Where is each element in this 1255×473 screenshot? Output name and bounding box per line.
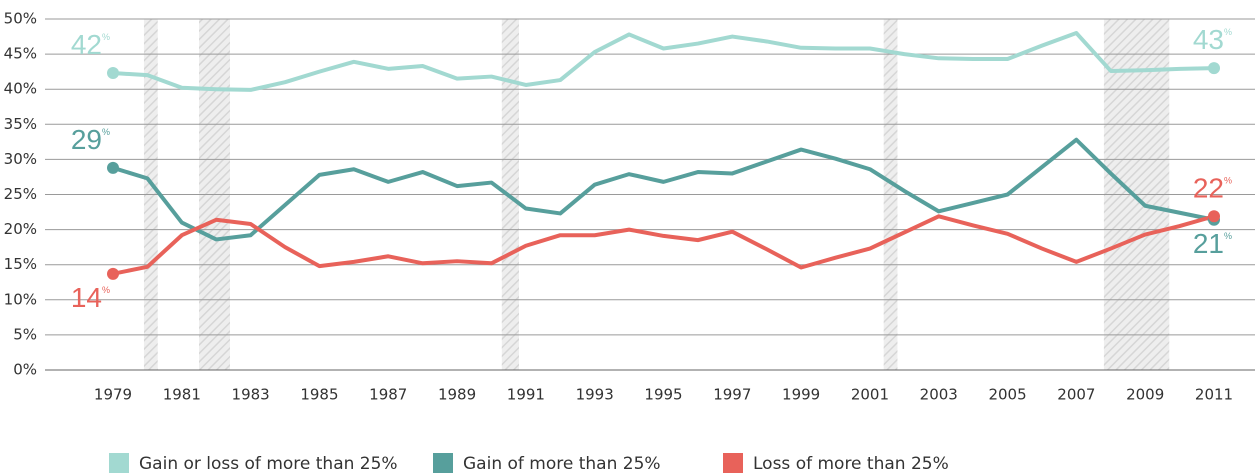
y-tick-label: 30% [4, 150, 37, 168]
y-tick-label: 10% [4, 290, 37, 308]
y-tick-label: 15% [4, 255, 37, 273]
y-tick-label: 20% [4, 220, 37, 238]
value-label-unit: % [102, 285, 110, 295]
x-tick-label: 1989 [438, 386, 476, 404]
value-label: 21% [1193, 228, 1232, 259]
y-tick-label: 40% [4, 80, 37, 98]
x-tick-label: 2007 [1057, 386, 1095, 404]
x-tick-label: 1979 [94, 386, 132, 404]
x-tick-label: 2001 [851, 386, 889, 404]
x-tick-label: 1987 [369, 386, 407, 404]
value-label-unit: % [1224, 231, 1232, 241]
y-tick-label: 25% [4, 185, 37, 203]
legend-swatch [433, 453, 453, 473]
end-point [107, 67, 119, 80]
series-line [112, 31, 1215, 92]
x-tick-label: 1999 [782, 386, 820, 404]
series-line [112, 137, 1215, 242]
value-label-number: 22 [1193, 173, 1224, 204]
end-point [1208, 210, 1220, 223]
y-tick-label: 35% [4, 115, 37, 133]
x-tick-label: 2009 [1126, 386, 1164, 404]
x-tick-label: 1985 [300, 386, 338, 404]
x-tick-label: 1981 [163, 386, 201, 404]
value-label-unit: % [1224, 176, 1232, 186]
x-tick-label: 2011 [1195, 386, 1233, 404]
x-tick-label: 1997 [713, 386, 751, 404]
x-tick-label: 1991 [507, 386, 545, 404]
y-tick-label: 50% [4, 10, 37, 28]
y-tick-label: 5% [13, 325, 37, 343]
x-tick-label: 1995 [644, 386, 682, 404]
series-line [112, 214, 1215, 276]
x-tick-label: 1983 [232, 386, 270, 404]
x-tick-label: 2003 [920, 386, 958, 404]
value-label: 43% [1193, 25, 1232, 56]
value-label-number: 14 [71, 282, 102, 313]
end-point [1208, 62, 1220, 75]
legend-label: Gain of more than 25% [463, 454, 661, 473]
value-label: 29% [71, 124, 110, 155]
legend-swatch [109, 453, 129, 473]
x-tick-label: 1993 [576, 386, 614, 404]
value-label-unit: % [102, 127, 110, 137]
value-label: 14% [71, 282, 110, 313]
value-label: 42% [71, 29, 110, 60]
end-point [107, 161, 119, 174]
x-tick-label: 2005 [988, 386, 1026, 404]
y-tick-label: 0% [13, 361, 37, 379]
value-label-number: 43 [1193, 25, 1224, 56]
value-label-number: 29 [71, 124, 102, 155]
value-label-unit: % [102, 32, 110, 42]
legend-label: Loss of more than 25% [753, 454, 949, 473]
legend-label: Gain or loss of more than 25% [139, 454, 398, 473]
value-label-unit: % [1224, 28, 1232, 38]
value-label: 22% [1193, 173, 1232, 204]
legend-swatch [723, 453, 743, 473]
end-point [107, 267, 119, 280]
y-tick-label: 45% [4, 45, 37, 63]
value-label-number: 21 [1193, 228, 1224, 259]
value-label-number: 42 [71, 29, 102, 60]
